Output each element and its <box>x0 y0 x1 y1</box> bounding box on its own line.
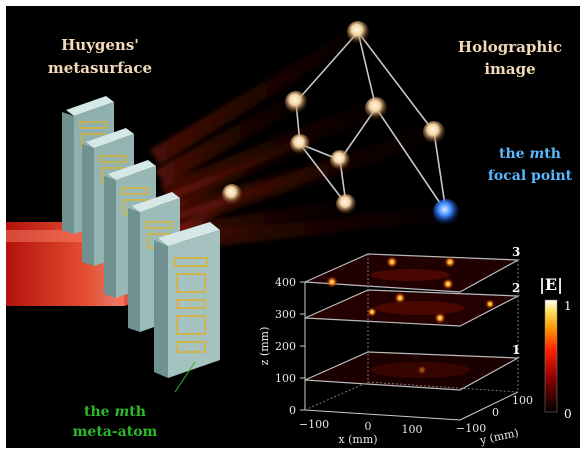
meta-atom-label-line2: meta-atom <box>73 424 158 440</box>
z-axis-label: z (mm) <box>258 327 271 366</box>
plane-1 <box>304 351 521 391</box>
hologram-points <box>222 21 459 225</box>
z-tick-100: 100 <box>275 372 296 385</box>
plane-2 <box>304 289 521 327</box>
focal-point-label-line1: the mth <box>499 146 561 162</box>
meta-atom-label-line1: the mth <box>84 404 146 420</box>
y-tick-100: 100 <box>512 394 533 407</box>
light-rays <box>150 30 448 250</box>
plane-label-2: 2 <box>512 281 520 295</box>
holographic-label-line2: image <box>484 60 535 78</box>
z-tick-400: 400 <box>275 276 296 289</box>
colorbar-min-label: 0 <box>564 407 572 421</box>
focal-point-label-line2: focal point <box>488 168 573 184</box>
metasurface-label-line1: Huygens' <box>61 36 139 54</box>
colorbar-title: |E| <box>539 275 563 294</box>
z-tick-200: 200 <box>275 340 296 353</box>
illustration: Huygens' metasurface Holographic image t… <box>6 21 573 447</box>
y-tick-neg100: −100 <box>456 422 486 435</box>
plane-label-3: 3 <box>512 245 520 259</box>
x-tick-0: 0 <box>365 420 372 433</box>
meta-atom-pointer <box>174 361 196 393</box>
plane-3 <box>304 253 521 293</box>
field-plot: 400 300 200 100 0 z (mm) −100 0 100 x (m… <box>258 245 572 447</box>
plot-axes <box>300 254 519 421</box>
metasurface-blocks <box>62 96 220 393</box>
z-tick-0: 0 <box>289 404 296 417</box>
colorbar: |E| 1 0 <box>539 275 572 421</box>
meta-atom-block <box>154 222 220 378</box>
figure-frame: Huygens' metasurface Holographic image t… <box>6 6 580 448</box>
y-tick-0: 0 <box>492 406 499 419</box>
x-tick-neg100: −100 <box>299 418 329 431</box>
holographic-label-line1: Holographic <box>458 38 562 56</box>
colorbar-max-label: 1 <box>564 299 572 313</box>
z-tick-300: 300 <box>275 308 296 321</box>
x-axis-label: x (mm) <box>338 433 377 446</box>
metasurface-label-line2: metasurface <box>48 59 152 77</box>
focal-point <box>433 199 459 225</box>
plane-label-1: 1 <box>512 343 520 357</box>
x-tick-100: 100 <box>402 423 423 436</box>
